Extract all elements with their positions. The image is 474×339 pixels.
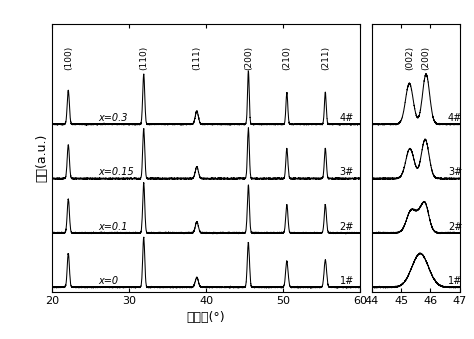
Text: (210): (210) bbox=[283, 46, 292, 70]
Text: 2#: 2# bbox=[339, 222, 354, 232]
Text: 1#: 1# bbox=[339, 276, 354, 286]
Text: (100): (100) bbox=[64, 46, 73, 70]
Text: x=0.3: x=0.3 bbox=[98, 113, 128, 123]
Text: (110): (110) bbox=[139, 46, 148, 70]
Text: x=0.1: x=0.1 bbox=[98, 222, 128, 232]
Text: (111): (111) bbox=[192, 46, 201, 70]
Y-axis label: 强度(a.u.): 强度(a.u.) bbox=[35, 134, 48, 182]
Text: x=0: x=0 bbox=[98, 276, 118, 286]
Text: 3#: 3# bbox=[448, 167, 462, 177]
Text: 3#: 3# bbox=[339, 167, 354, 177]
X-axis label: 二倍角(°): 二倍角(°) bbox=[187, 311, 225, 323]
Text: (211): (211) bbox=[321, 46, 330, 70]
Text: 4#: 4# bbox=[339, 113, 354, 123]
Text: x=0.15: x=0.15 bbox=[98, 167, 134, 177]
Text: 1#: 1# bbox=[448, 276, 462, 286]
Text: (200): (200) bbox=[244, 46, 253, 70]
Text: 4#: 4# bbox=[448, 113, 462, 123]
Text: (002): (002) bbox=[405, 46, 414, 70]
Text: 2#: 2# bbox=[448, 222, 462, 232]
Text: (200): (200) bbox=[421, 46, 430, 70]
